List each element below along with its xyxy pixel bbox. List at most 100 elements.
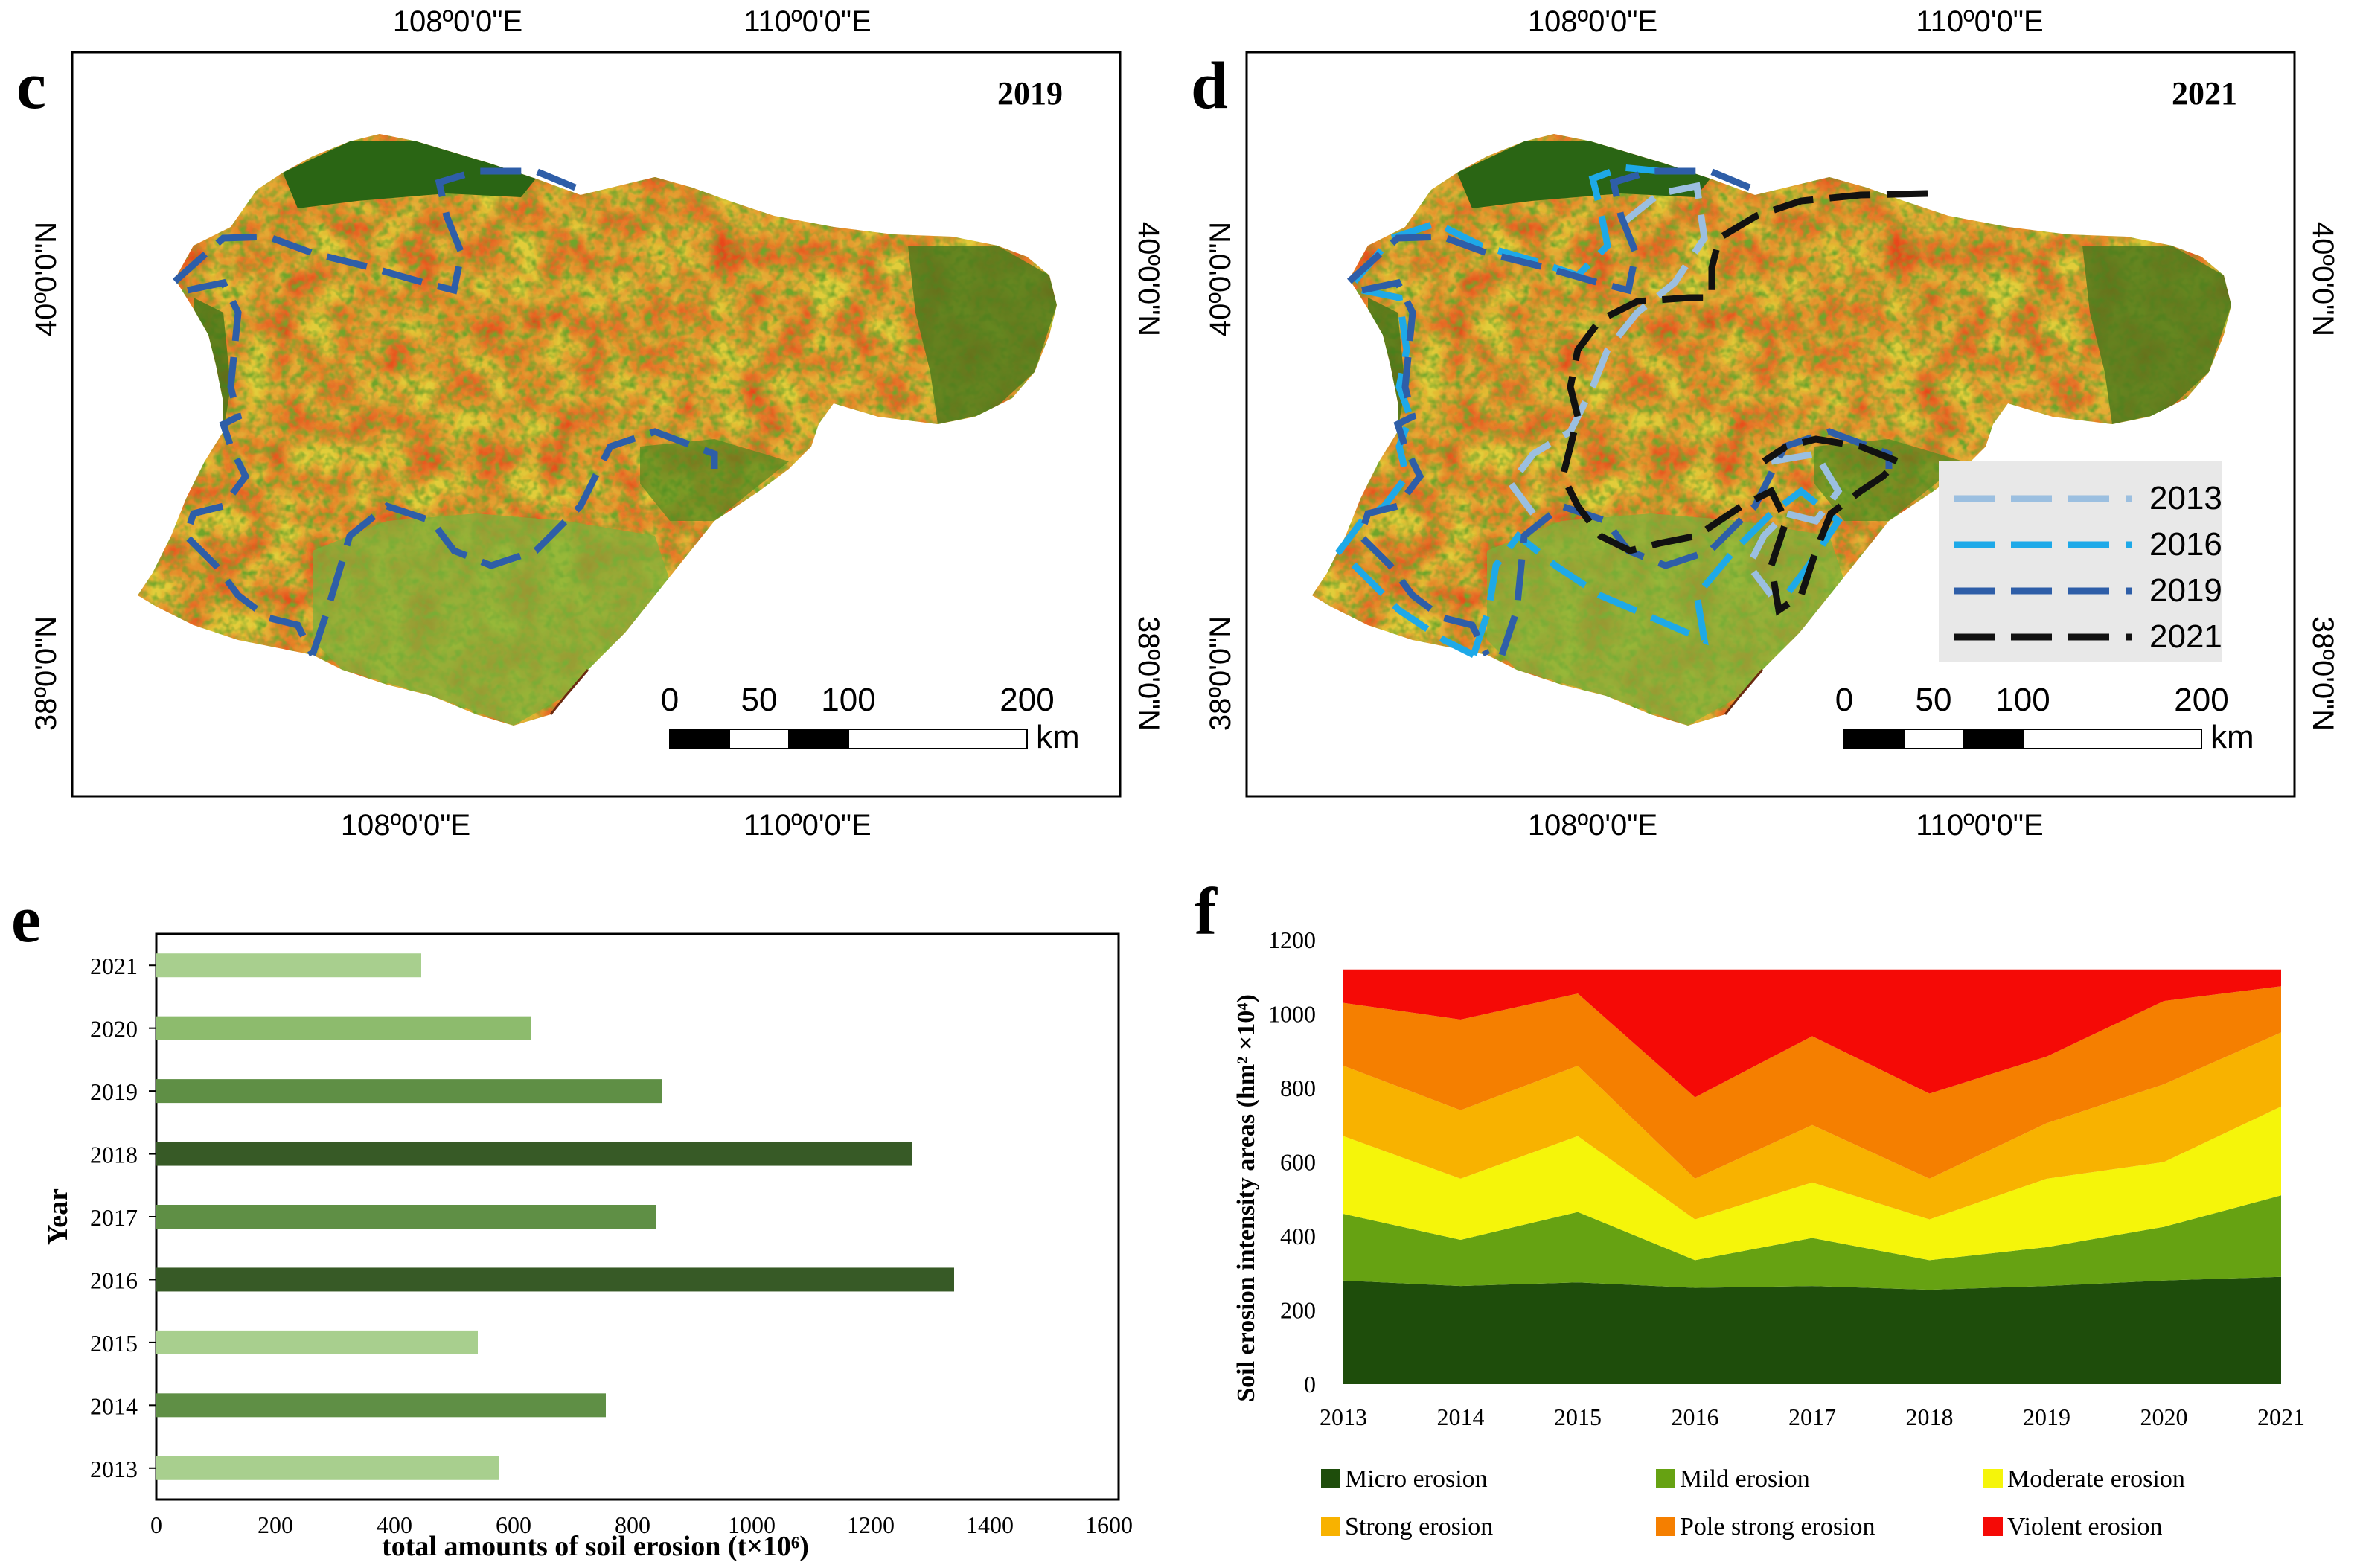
legend-swatch-3 — [1321, 1517, 1340, 1536]
panel-c-boundary-2019 — [173, 167, 718, 657]
legend-strong-erosion: Strong erosion — [1345, 1513, 1493, 1540]
panel-d-scale-unit: km — [2210, 719, 2254, 755]
panel-d-top-tick-1: 108º0'0"E — [1528, 5, 1657, 38]
f-y-tick-0: 0 — [1304, 1371, 1316, 1398]
y-tick-2019: 2019 — [90, 1078, 138, 1105]
f-y-tick-600: 600 — [1280, 1149, 1316, 1176]
f-x-tick-2015: 2015 — [1554, 1404, 1602, 1430]
area-strong-erosion — [1343, 1032, 2281, 1220]
panel-e-xlabel: total amounts of soil erosion (t×10⁶) — [382, 1531, 809, 1562]
panel-d-bottom-tick-2: 110º0'0"E — [1916, 809, 2043, 842]
bar-2015 — [156, 1330, 478, 1354]
panel-d-legend-2016: 2016 — [2149, 526, 2222, 563]
y-tick-2020: 2020 — [90, 1016, 138, 1043]
y-tick-2013: 2013 — [90, 1456, 138, 1482]
f-y-tick-1000: 1000 — [1268, 1001, 1316, 1028]
panel-c-year: 2019 — [997, 75, 1063, 112]
panel-c-letter: c — [16, 49, 46, 123]
panel-d-scale-label-100: 100 — [1995, 682, 2050, 718]
f-x-tick-2018: 2018 — [1906, 1404, 1954, 1430]
area-mild-erosion — [1343, 1195, 2281, 1290]
panel-d-year: 2021 — [2172, 75, 2237, 112]
panel-c-bottom-tick-2: 110º0'0"E — [744, 809, 871, 842]
f-x-tick-2020: 2020 — [2140, 1404, 2188, 1430]
legend-violent-erosion: Violent erosion — [2007, 1513, 2163, 1540]
f-x-tick-2016: 2016 — [1672, 1404, 1719, 1430]
y-tick-2014: 2014 — [90, 1392, 138, 1419]
f-y-tick-800: 800 — [1280, 1075, 1316, 1101]
panel-c-right-tick-1: 40º0'0"N — [1132, 222, 1165, 336]
bar-2017 — [156, 1205, 656, 1229]
bar-2013 — [156, 1456, 499, 1480]
bar-2021 — [156, 953, 421, 978]
panel-d-map: d 2021 108º0'0"E 110º0'0"E 108º0'0"E 110… — [1191, 5, 2339, 842]
bar-2018 — [156, 1142, 912, 1166]
panel-d-letter: d — [1191, 49, 1228, 123]
bar-2019 — [156, 1079, 662, 1104]
panel-f-chart: f 0 200 400 600 800 1000 1200 2013 2014 2015 2016… — [1195, 875, 2305, 1540]
panel-d-legend-2021: 2021 — [2149, 618, 2222, 655]
panel-c-scale-label-50: 50 — [741, 682, 778, 718]
f-x-tick-2013: 2013 — [1320, 1404, 1367, 1430]
panel-c-scale-unit: km — [1036, 719, 1080, 755]
panel-d-boundary-2019 — [1347, 167, 1893, 657]
f-x-tick-2021: 2021 — [2257, 1404, 2305, 1430]
legend-moderate-erosion: Moderate erosion — [2007, 1465, 2185, 1493]
panel-e-letter: e — [11, 883, 41, 956]
f-y-tick-1200: 1200 — [1268, 927, 1316, 953]
panel-d-left-tick-1: 40º0'0"N — [1204, 222, 1237, 336]
panel-d-boundary-2021 — [1559, 190, 1928, 616]
f-y-tick-200: 200 — [1280, 1297, 1316, 1324]
area-micro-erosion — [1343, 1276, 2281, 1384]
x-tick-1400: 1400 — [966, 1511, 1014, 1538]
area-pole-strong-erosion — [1343, 986, 2281, 1179]
panel-e-ylabel: Year — [42, 1188, 74, 1245]
legend-swatch-1 — [1656, 1469, 1675, 1488]
y-tick-2018: 2018 — [90, 1142, 138, 1168]
y-tick-2017: 2017 — [90, 1204, 138, 1231]
y-tick-2021: 2021 — [90, 953, 138, 979]
panel-d-top-tick-2: 110º0'0"E — [1916, 5, 2043, 38]
panel-d-right-tick-1: 40º0'0"N — [2306, 222, 2339, 336]
panel-d-legend-2019: 2019 — [2149, 572, 2222, 609]
panel-c-scale-label-0: 0 — [661, 682, 679, 718]
panel-d-legend-2013: 2013 — [2149, 480, 2222, 516]
x-tick-600: 600 — [496, 1511, 531, 1538]
legend-swatch-0 — [1321, 1469, 1340, 1488]
bar-2016 — [156, 1267, 954, 1292]
bar-2014 — [156, 1393, 606, 1418]
panel-c-left-tick-1: 40º0'0"N — [30, 222, 63, 336]
legend-swatch-2 — [1983, 1469, 2003, 1488]
panel-d-left-tick-2: 38º0'0"N — [1204, 616, 1237, 731]
panel-d-legend: 2013 2016 2019 2021 — [1939, 461, 2222, 662]
panel-c-bottom-tick-1: 108º0'0"E — [341, 809, 470, 842]
f-x-tick-2014: 2014 — [1437, 1404, 1485, 1430]
panel-c-map: c 2019 108º0'0"E 110º0'0"E 108º0'0"E 110… — [16, 5, 1165, 842]
x-tick-400: 400 — [377, 1511, 412, 1538]
area-moderate-erosion — [1343, 1106, 2281, 1261]
panel-d-bottom-tick-1: 108º0'0"E — [1528, 809, 1657, 842]
x-tick-200: 200 — [258, 1511, 293, 1538]
legend-swatch-4 — [1656, 1517, 1675, 1536]
x-tick-1200: 1200 — [847, 1511, 895, 1538]
x-tick-800: 800 — [615, 1511, 650, 1538]
legend-micro-erosion: Micro erosion — [1345, 1465, 1488, 1493]
area-violent-erosion — [1343, 969, 2281, 1098]
panel-d-scale-label-50: 50 — [1916, 682, 1952, 718]
f-x-tick-2019: 2019 — [2023, 1404, 2070, 1430]
panel-c-top-tick-2: 110º0'0"E — [744, 5, 871, 38]
panel-e-chart: e 2013 2014 2015 2016 2017 2018 2019 2020 2021 0… — [11, 883, 1133, 1562]
x-tick-0: 0 — [150, 1511, 162, 1538]
legend-mild-erosion: Mild erosion — [1680, 1465, 1810, 1493]
bar-2020 — [156, 1016, 531, 1040]
panel-c-scale-label-100: 100 — [821, 682, 875, 718]
f-y-tick-400: 400 — [1280, 1223, 1316, 1249]
legend-pole-strong-erosion: Pole strong erosion — [1680, 1513, 1875, 1540]
panel-d-boundary-2013 — [1506, 182, 1843, 598]
x-tick-1600: 1600 — [1085, 1511, 1133, 1538]
x-tick-1000: 1000 — [728, 1511, 776, 1538]
legend-swatch-5 — [1983, 1517, 2003, 1536]
panel-c-right-tick-2: 38º0'0"N — [1132, 616, 1165, 731]
panel-c-left-tick-2: 38º0'0"N — [30, 616, 63, 731]
